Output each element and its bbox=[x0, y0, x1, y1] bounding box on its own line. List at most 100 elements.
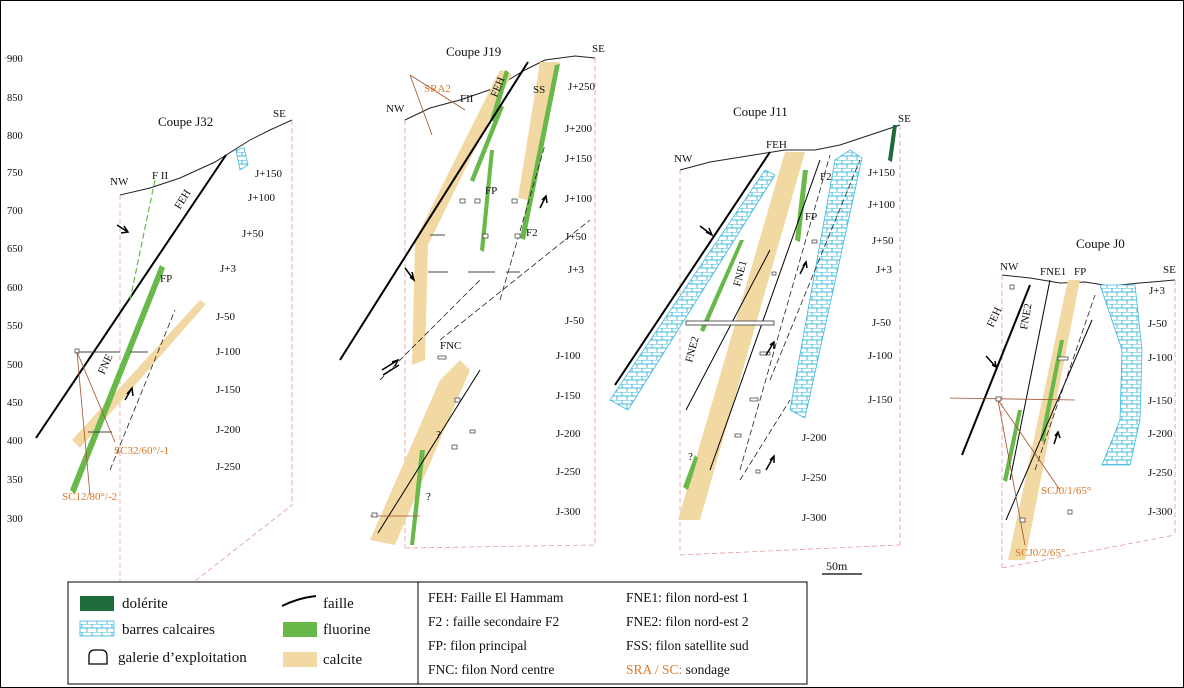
j11-boundary-bottom bbox=[679, 544, 901, 556]
legend-fluorine-label: fluorine bbox=[323, 622, 371, 638]
j11-question: ? bbox=[688, 451, 693, 463]
j19-level: J+200 bbox=[565, 123, 592, 135]
j11-level: J-100 bbox=[868, 350, 893, 362]
j11-level: J-300 bbox=[802, 512, 827, 524]
j19-gallery-marker bbox=[454, 397, 461, 403]
j19-fluorine-fp bbox=[480, 150, 494, 252]
j0-level: J-300 bbox=[1148, 506, 1173, 518]
section-j0: Coupe J0 NW SE FEH FNE1 FNE2 FP SCJ0/1/6… bbox=[949, 236, 1176, 569]
elevation-label-450: 450 bbox=[7, 398, 23, 409]
j0-dashed-fault bbox=[1034, 294, 1096, 471]
j19-gallery-marker bbox=[459, 198, 466, 204]
j19-level: J+250 bbox=[568, 81, 595, 93]
j0-fluorine-2 bbox=[1040, 340, 1064, 442]
j32-borehole-sc2 bbox=[76, 351, 91, 496]
elevation-label-650: 650 bbox=[7, 244, 23, 255]
j11-f2-label: F2 bbox=[820, 171, 832, 183]
legend-calcite-label: calcite bbox=[323, 652, 362, 668]
j0-level: J+3 bbox=[1149, 285, 1165, 297]
legend-dolerite-swatch bbox=[80, 596, 114, 611]
j11-topography bbox=[679, 124, 901, 171]
j32-sc2-label: SC12/80°/-2 bbox=[62, 491, 117, 503]
j11-dashed-fault-1 bbox=[739, 154, 831, 471]
j11-dashed-fault-2 bbox=[769, 159, 861, 381]
j11-fp-label: FP bbox=[805, 211, 817, 223]
j11-movement-arrow-1 bbox=[699, 225, 714, 237]
j19-question-2: ? bbox=[426, 491, 431, 503]
j0-fne2-label: FNE2 bbox=[1018, 303, 1034, 331]
j0-fp-label: FP bbox=[1074, 266, 1086, 278]
elevation-axis: 900 850 800 750 700 650 600 550 500 450 … bbox=[4, 54, 23, 525]
section-j11: Coupe J11 NW SE FEH F2 FP FNE1 F bbox=[609, 104, 911, 556]
j11-fluorine-1 bbox=[683, 455, 698, 490]
legend-galerie-icon bbox=[88, 649, 108, 665]
j11-dashed-fault-3 bbox=[739, 399, 791, 481]
j19-level: J+3 bbox=[568, 264, 584, 276]
j0-feh-fault bbox=[961, 284, 1031, 456]
j19-level: J-50 bbox=[565, 315, 584, 327]
j32-topography bbox=[119, 119, 293, 196]
j32-fluorine-vein bbox=[70, 265, 165, 494]
elevation-label-300: 300 bbox=[7, 514, 23, 525]
j32-movement-arrow-2 bbox=[124, 386, 134, 401]
elevation-label-600: 600 bbox=[7, 283, 23, 294]
j19-level: J+150 bbox=[565, 153, 592, 165]
elevation-label-750: 750 bbox=[7, 168, 23, 179]
j19-fp-label: FP bbox=[485, 185, 497, 197]
j11-limestone-bar-right bbox=[789, 149, 863, 419]
j11-feh-label: FEH bbox=[766, 139, 787, 151]
j32-borehole-sc1 bbox=[76, 351, 116, 443]
elevation-label-850: 850 bbox=[7, 93, 23, 104]
j19-level: J-100 bbox=[556, 350, 581, 362]
j32-level: J-150 bbox=[216, 384, 241, 396]
j19-gallery-marker bbox=[437, 355, 447, 360]
j19-movement-arrow-3 bbox=[382, 364, 400, 376]
j32-level: J+50 bbox=[242, 228, 264, 240]
j19-gallery-marker bbox=[511, 198, 518, 204]
j19-gallery-marker bbox=[469, 429, 476, 434]
j19-sra2-label: SRA2 bbox=[424, 83, 451, 95]
legend-abbr-fp: FP: filon principal bbox=[428, 638, 527, 653]
j11-fne2-label: FNE2 bbox=[683, 335, 701, 363]
j19-level: J-150 bbox=[556, 390, 581, 402]
j0-boundary-bottom bbox=[1001, 534, 1176, 569]
legend-sondage-text: sondage bbox=[682, 662, 730, 677]
j11-feh-fault bbox=[614, 151, 771, 386]
j19-ss-label: SS bbox=[533, 84, 545, 96]
j11-nw-label: NW bbox=[674, 153, 693, 165]
legend-barres-swatch bbox=[79, 620, 115, 637]
j19-fluorine-deep bbox=[410, 450, 425, 545]
legend-sondage-key: SRA / SC: bbox=[626, 662, 682, 677]
j32-fII-label: F II bbox=[152, 170, 169, 182]
j32-se-label: SE bbox=[273, 108, 286, 120]
elevation-label-400: 400 bbox=[7, 436, 23, 447]
legend-faille-line bbox=[281, 595, 317, 607]
legend: dolérite barres calcaires galerie d’expl… bbox=[67, 581, 808, 685]
j0-borehole-horizontal bbox=[949, 397, 1076, 401]
j19-deep-fault bbox=[377, 369, 481, 534]
j19-borehole-2 bbox=[409, 74, 466, 111]
elevation-label-700: 700 bbox=[7, 206, 23, 217]
j32-fne-label: FNE bbox=[96, 352, 116, 376]
j32-level: J+3 bbox=[220, 263, 236, 275]
j19-calcite-vein-upper bbox=[412, 70, 512, 365]
j19-question-1: ? bbox=[436, 429, 441, 441]
scale-bar-label: 50m bbox=[826, 559, 848, 573]
j11-level: J+50 bbox=[872, 235, 894, 247]
section-j19: Coupe J19 bbox=[339, 43, 605, 549]
j19-borehole-sra2 bbox=[409, 74, 433, 136]
j0-borehole-sc1 bbox=[997, 399, 1061, 491]
j0-sc1-label: SCJ0/1/65° bbox=[1041, 485, 1091, 497]
legend-fluorine-swatch bbox=[283, 622, 317, 637]
j19-boundary-bottom bbox=[404, 544, 596, 549]
j0-limestone-bar bbox=[1099, 284, 1143, 466]
elevation-label-800: 800 bbox=[7, 131, 23, 142]
j11-dolerite-dike bbox=[888, 125, 897, 162]
j19-topography bbox=[404, 55, 596, 121]
section-j0-title: Coupe J0 bbox=[1076, 236, 1125, 251]
section-j32: Coupe J32 NW SE F II FEH FP FNE SC32/60°… bbox=[35, 108, 293, 641]
j0-fne1-label: FNE1 bbox=[1040, 266, 1066, 278]
j0-movement-arrow-2 bbox=[1053, 430, 1061, 445]
j0-level: J-100 bbox=[1148, 352, 1173, 364]
